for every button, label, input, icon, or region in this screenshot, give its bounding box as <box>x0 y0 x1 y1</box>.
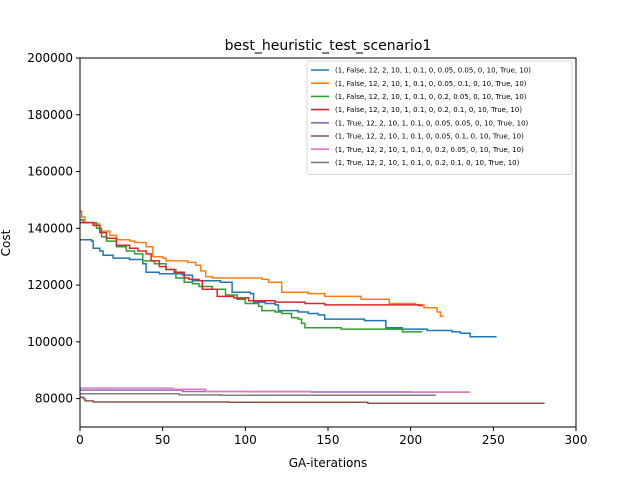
x-axis-label: GA-iterations <box>289 456 368 470</box>
series-line-1 <box>80 238 497 338</box>
y-tick-label: 140000 <box>27 221 73 235</box>
legend-label: (1, True, 12, 2, 10, 1, 0.1, 0, 0.2, 0.0… <box>335 146 524 154</box>
x-tick-label: 200 <box>399 433 422 447</box>
y-tick-label: 120000 <box>27 278 73 292</box>
legend-label: (1, False, 12, 2, 10, 1, 0.1, 0, 0.05, 0… <box>335 80 527 88</box>
x-tick-label: 0 <box>76 433 84 447</box>
x-tick-label: 150 <box>317 433 340 447</box>
series-line-7 <box>80 387 471 393</box>
y-tick-label: 160000 <box>27 165 73 179</box>
y-tick-label: 180000 <box>27 108 73 122</box>
x-tick-label: 50 <box>155 433 170 447</box>
series-line-4 <box>80 221 423 307</box>
series-line-8 <box>80 393 437 396</box>
x-tick-label: 300 <box>565 433 588 447</box>
legend-label: (1, True, 12, 2, 10, 1, 0.1, 0, 0.2, 0.1… <box>335 159 520 167</box>
legend-label: (1, False, 12, 2, 10, 1, 0.1, 0, 0.2, 0.… <box>335 106 522 114</box>
legend-box <box>306 60 573 175</box>
x-tick-label: 100 <box>234 433 257 447</box>
legend-label: (1, True, 12, 2, 10, 1, 0.1, 0, 0.05, 0.… <box>335 119 529 127</box>
series-lines <box>80 210 545 404</box>
axis-ticks: 0 50 100 150 200 250 300 80000 100000 120000 14000… <box>27 51 587 447</box>
y-tick-label: 200000 <box>27 51 73 65</box>
y-axis-label: Cost <box>0 229 13 256</box>
chart-title: best_heuristic_test_scenario1 <box>225 38 432 54</box>
series-line-6 <box>80 396 545 404</box>
x-tick-label: 250 <box>482 433 505 447</box>
legend-label: (1, False, 12, 2, 10, 1, 0.1, 0, 0.2, 0.… <box>335 93 527 101</box>
series-line-3 <box>80 219 423 333</box>
legend-label: (1, False, 12, 2, 10, 1, 0.1, 0, 0.05, 0… <box>335 67 531 75</box>
legend-label: (1, True, 12, 2, 10, 1, 0.1, 0, 0.05, 0.… <box>335 133 524 141</box>
series-line-2 <box>80 210 444 318</box>
y-tick-label: 80000 <box>35 392 73 406</box>
legend: (1, False, 12, 2, 10, 1, 0.1, 0, 0.05, 0… <box>306 60 573 175</box>
y-tick-label: 100000 <box>27 335 73 349</box>
